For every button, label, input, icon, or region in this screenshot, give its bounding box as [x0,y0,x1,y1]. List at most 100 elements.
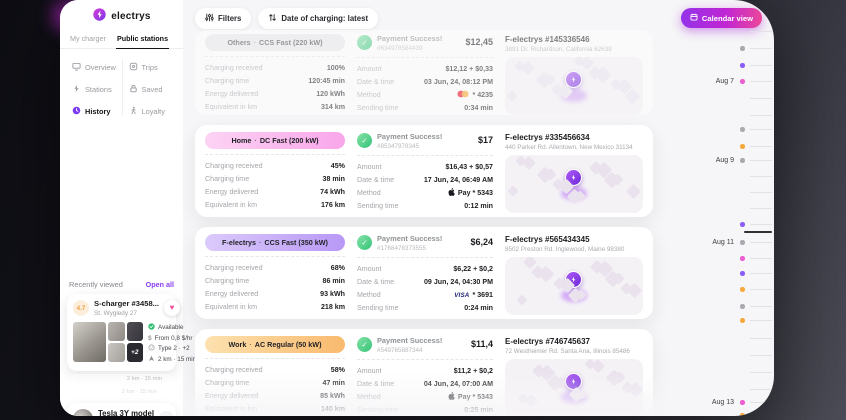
sidebar-item-saved[interactable]: Saved [122,78,179,100]
sidebar-item-label: Saved [141,84,163,94]
timeline-dot [740,222,745,227]
timeline-tick [686,387,774,392]
sidebar-item-label: Stations [85,84,112,94]
timeline-tick[interactable] [686,46,774,51]
station-address: 440 Parker Rd. Allentown, New Mexico 311… [505,144,633,151]
timeline-current-position[interactable] [744,231,772,234]
app-window: electrys My charger Public stations Overv… [60,0,774,416]
charging-history-card[interactable]: F-electrysCCS Fast (350 kW) Charging rec… [195,227,653,319]
dashed-divider [205,154,345,155]
station-map[interactable] [505,257,643,315]
sidebar-item-history[interactable]: History [65,100,122,122]
payment-status: Payment Success! [377,234,443,243]
tab-public-stations[interactable]: Public stations [115,30,170,49]
payment-row: Date & time 09 Jun, 24, 04:30 PM [357,277,493,286]
sidebar-tabs: My charger Public stations [60,30,183,49]
station-photos[interactable]: +2 [73,321,143,365]
calendar-view-button[interactable]: Calendar view [680,8,762,28]
map-pin-icon [565,71,582,89]
stations-icon [72,84,81,95]
timeline-dot [740,287,745,292]
timeline-tick[interactable] [686,256,774,261]
payment-status: Payment Success! [377,132,443,141]
charging-history-card[interactable]: WorkAC Regular (50 kW) Charging received… [195,329,653,416]
hamburger-icon [163,411,170,416]
station-address: 72 Westheimer Rd. Santa Ana, Illinois 85… [505,348,630,355]
station-photo [126,321,143,341]
vehicle-name: Tesla 3Y model [98,409,155,416]
charging-history-card[interactable]: HomeDC Fast (200 kW) Charging received45… [195,125,653,217]
station-detail-row: Available [148,323,183,334]
sidebar-item-trips[interactable]: Trips [122,56,179,78]
payment-row: Date & time 17 Jun, 24, 06:49 AM [357,175,493,184]
favorite-button[interactable]: ♥ [164,300,181,316]
history-icon [72,106,81,117]
applepay-icon [448,188,455,198]
station-column: F-electrys #565434345 8502 Preston Rd. I… [505,234,643,315]
open-all-link[interactable]: Open all [145,280,174,289]
sidebar-item-overview[interactable]: Overview [65,56,122,78]
timeline-tick[interactable] [686,271,774,276]
saved-icon [129,84,138,95]
sort-button[interactable]: Date of charging: latest [258,8,379,29]
sidebar: electrys My charger Public stations Overv… [60,0,196,416]
timeline-dot [740,144,745,149]
main-content: Filters Date of charging: latest OthersC… [183,0,681,416]
timeline-tick [686,206,774,211]
timeline-tick [686,336,774,341]
sidebar-item-label: History [85,106,111,116]
timeline-tick [686,174,774,179]
dashed-divider [205,256,345,257]
payment-id: #85347978345 [377,142,420,150]
filters-button[interactable]: Filters [195,8,252,29]
stat-row: Charging time 120:45 min [205,76,345,85]
station-map[interactable] [505,359,643,416]
stat-row: Energy delivered 93 kWh [205,289,345,298]
timeline-aug-11[interactable]: Aug 11 [686,239,774,246]
charging-history-card[interactable]: OthersCCS Fast (220 kW) Charging receive… [195,30,653,115]
date-timeline[interactable]: Aug 7 Aug 9 Aug 11 Aug 13 [686,0,774,416]
station-photo [108,321,125,341]
payment-row: Amount $16,43 + $0,57 [357,162,493,171]
stat-row: Charging time 38 min [205,174,345,183]
mastercard-icon [457,90,470,100]
station-map[interactable] [505,155,643,213]
station-name: F-electrys #335456634 [505,133,590,142]
timeline-aug-13[interactable]: Aug 13 [686,399,774,406]
brand: electrys [60,0,183,24]
timeline-aug-7[interactable]: Aug 7 [686,78,774,85]
station-address: 8502 Preston Rd. Inglewood, Maine 98380 [505,246,625,253]
tab-my-charger[interactable]: My charger [70,34,106,43]
sidebar-item-stations[interactable]: Stations [65,78,122,100]
sort-arrows-icon [268,13,277,24]
timeline-tick[interactable] [686,318,774,323]
stat-row: Energy delivered 85 kWh [205,391,345,400]
stat-row: Charging time 86 min [205,276,345,285]
timeline-tick[interactable] [686,222,774,227]
sidebar-item-loyalty[interactable]: Loyalty [122,100,179,122]
timeline-dot [740,400,745,405]
timeline-dot [740,318,745,323]
timeline-tick[interactable] [686,63,774,68]
stat-row: Charging received 45% [205,161,345,170]
applepay-icon [448,392,455,402]
recent-station-card[interactable]: 4.7 S-charger #3458... St. Wygledy 27 ♥ [67,294,196,371]
rating-badge: 4.7 [73,300,89,316]
more-photos-badge[interactable]: +2 [126,342,143,362]
vehicle-menu-button[interactable] [159,411,175,416]
stat-row: Equivalent in km 140 km [205,405,345,414]
recently-viewed-title: Recently viewed [69,280,123,289]
stat-row: Equivalent in km 314 km [205,103,345,112]
price-icon: $ [148,334,152,342]
timeline-dot [740,46,745,51]
timeline-tick[interactable] [686,287,774,292]
timeline-tick[interactable] [686,304,774,309]
timeline-aug-9[interactable]: Aug 9 [686,157,774,164]
timeline-tick[interactable] [686,127,774,132]
station-map[interactable] [505,57,643,115]
vehicle-card[interactable]: Tesla 3Y model 67% [67,402,176,416]
stat-row: Charging time 47 min [205,378,345,387]
station-column: F-electrys #145336546 3891 Dr. Richardso… [505,34,643,115]
timeline-tick[interactable] [686,144,774,149]
timeline-tick[interactable] [686,413,774,416]
